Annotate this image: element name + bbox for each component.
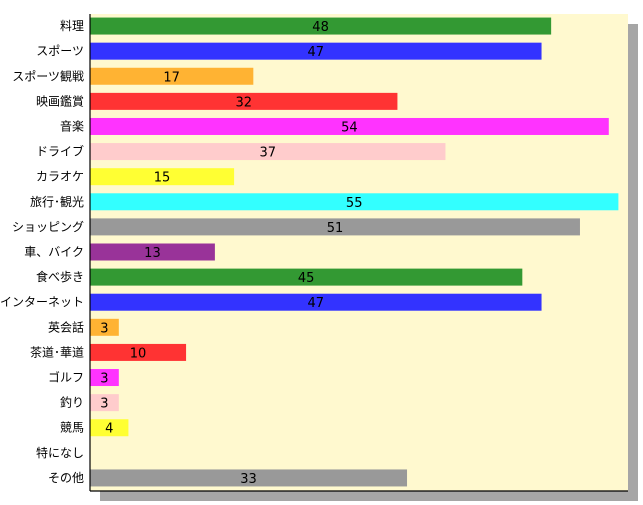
bar bbox=[90, 193, 619, 211]
bar bbox=[90, 67, 254, 85]
category-label: スポーツ観戦 bbox=[12, 69, 84, 83]
bar-value-label: 54 bbox=[341, 120, 358, 135]
bar bbox=[90, 268, 523, 286]
bar bbox=[90, 143, 446, 161]
bar-value-label: 32 bbox=[235, 95, 252, 110]
category-label: 食べ歩き bbox=[36, 269, 84, 284]
bar bbox=[90, 218, 580, 236]
bar bbox=[90, 318, 119, 336]
bar bbox=[90, 394, 119, 412]
bar bbox=[90, 17, 552, 35]
bar-value-label: 3 bbox=[100, 397, 108, 412]
bar-value-label: 3 bbox=[100, 321, 108, 336]
category-label: 釣り bbox=[60, 395, 84, 410]
bar-value-label: 10 bbox=[130, 346, 147, 361]
bar bbox=[90, 469, 408, 487]
bar-value-label: 55 bbox=[346, 196, 363, 211]
category-label: 競馬 bbox=[60, 420, 84, 435]
bar bbox=[90, 293, 542, 311]
bar-value-label: 17 bbox=[163, 70, 180, 85]
bar-value-label: 47 bbox=[307, 45, 324, 60]
bar-value-label: 45 bbox=[298, 271, 315, 286]
bar-value-label: 37 bbox=[259, 146, 276, 161]
bar-value-label: 47 bbox=[307, 296, 324, 311]
bar bbox=[90, 369, 119, 387]
category-label: 料理 bbox=[60, 19, 84, 33]
category-label: カラオケ bbox=[36, 170, 84, 184]
category-label: ゴルフ bbox=[48, 370, 84, 385]
bar bbox=[90, 419, 129, 437]
category-label: ドライブ bbox=[36, 144, 84, 159]
category-label: インターネット bbox=[0, 295, 84, 309]
bar-value-label: 51 bbox=[327, 221, 344, 236]
category-label: 音楽 bbox=[60, 118, 84, 133]
category-label: 英会話 bbox=[48, 319, 84, 334]
bar-value-label: 3 bbox=[100, 372, 108, 387]
category-label: 茶道･華道 bbox=[30, 344, 84, 359]
bar-value-label: 48 bbox=[312, 20, 329, 35]
bars-group bbox=[90, 17, 619, 487]
bar bbox=[90, 243, 215, 261]
category-label: 映画鑑賞 bbox=[36, 93, 84, 108]
bar-value-label: 13 bbox=[144, 246, 161, 261]
category-labels-group: 料理スポーツスポーツ観戦映画鑑賞音楽ドライブカラオケ旅行･観光ショッピング車、バ… bbox=[0, 19, 84, 485]
category-label: 車、バイク bbox=[24, 245, 84, 259]
bar bbox=[90, 92, 398, 110]
bar bbox=[90, 117, 609, 135]
bar-value-label: 33 bbox=[240, 472, 257, 487]
category-label: その他 bbox=[48, 471, 84, 485]
category-label: 特になし bbox=[36, 445, 84, 460]
category-label: 旅行･観光 bbox=[30, 195, 84, 209]
category-label: スポーツ bbox=[36, 44, 84, 58]
category-label: ショッピング bbox=[12, 220, 84, 234]
bar bbox=[90, 168, 235, 186]
bar-value-label: 4 bbox=[105, 422, 113, 437]
bar-value-label: 15 bbox=[154, 171, 171, 186]
bar bbox=[90, 343, 187, 361]
bar bbox=[90, 42, 542, 60]
